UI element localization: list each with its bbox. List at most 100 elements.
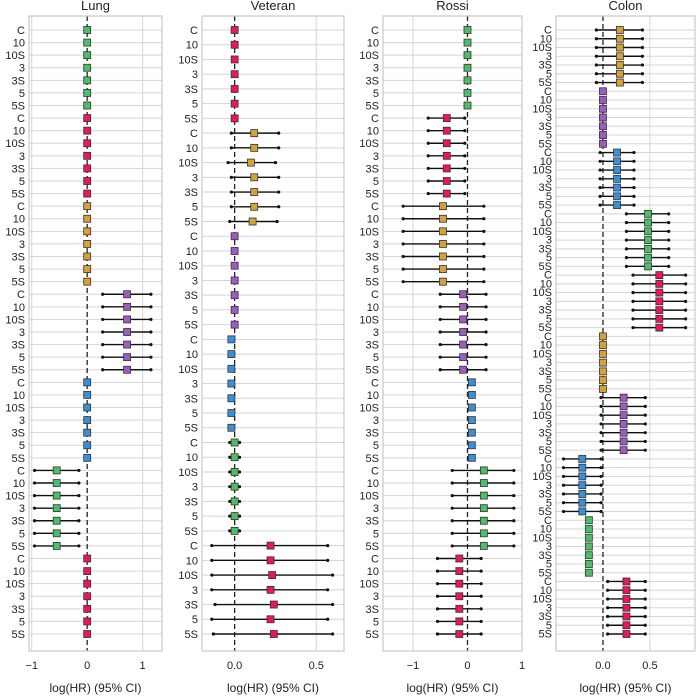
ci-cap-lower	[226, 160, 230, 165]
ci-cap-lower	[561, 492, 566, 496]
ci-cap-upper	[512, 481, 516, 485]
ci-cap-upper	[684, 308, 688, 312]
ci-cap-upper	[277, 146, 281, 150]
estimate-marker	[455, 630, 464, 638]
row-label: 3	[546, 541, 552, 553]
estimate-marker	[123, 290, 131, 299]
ci-cap-upper	[149, 368, 153, 372]
row-label: C	[544, 147, 552, 159]
estimate-marker	[83, 403, 92, 412]
ci-cap-lower	[624, 238, 629, 242]
ci-cap-upper	[277, 190, 281, 194]
ci-cap-lower	[599, 448, 603, 452]
row-label: 5	[546, 68, 552, 80]
estimate-marker	[230, 512, 239, 521]
row-label: C	[544, 392, 552, 404]
estimate-marker	[52, 529, 61, 538]
panel-frame	[28, 15, 163, 652]
estimate-marker	[230, 438, 239, 447]
row-label: 10S	[359, 402, 379, 414]
ci-cap-lower	[598, 203, 602, 207]
row-label: 10S	[5, 579, 25, 591]
estimate-marker	[599, 96, 607, 104]
ci-cap-upper	[599, 492, 603, 496]
estimate-marker	[619, 428, 628, 437]
ci-cap-lower	[598, 177, 602, 181]
ci-cap-upper	[643, 431, 647, 435]
row-label: 5S	[185, 113, 198, 125]
estimate-marker	[599, 332, 607, 341]
estimate-marker	[655, 288, 664, 297]
estimate-marker	[459, 365, 468, 374]
row-label: 3	[546, 296, 552, 308]
row-label: C	[17, 289, 25, 301]
ci-cap-upper	[149, 317, 153, 322]
ci-cap-upper	[632, 185, 636, 190]
row-label: 3S	[12, 604, 25, 616]
ci-cap-lower	[606, 632, 610, 636]
estimate-marker	[439, 227, 447, 236]
row-label: C	[190, 231, 198, 243]
estimate-marker	[463, 51, 472, 60]
ci-cap-lower	[624, 229, 629, 233]
row-label: 3	[192, 172, 198, 184]
estimate-marker	[439, 265, 447, 273]
estimate-marker	[584, 551, 593, 560]
estimate-marker	[615, 43, 624, 52]
ci-cap-upper	[326, 558, 330, 562]
estimate-marker	[578, 481, 587, 490]
ci-cap-upper	[684, 326, 688, 330]
estimate-marker	[83, 579, 92, 588]
estimate-marker	[599, 122, 607, 131]
ci-cap-upper	[149, 305, 153, 309]
x-tick-label: −1	[407, 660, 420, 672]
row-label: 3S	[366, 251, 379, 263]
estimate-marker	[230, 526, 239, 535]
estimate-marker	[467, 453, 476, 462]
row-label: C	[544, 208, 552, 220]
row-label: 3S	[366, 516, 379, 528]
row-label: 5	[546, 620, 552, 632]
estimate-marker	[266, 556, 275, 565]
ci-cap-upper	[77, 519, 81, 523]
row-label: 10	[367, 390, 379, 402]
row-label: 3S	[539, 305, 552, 317]
ci-cap-upper	[326, 588, 330, 592]
row-label: 3S	[539, 243, 552, 255]
ci-cap-lower	[631, 326, 635, 330]
estimate-marker	[123, 340, 131, 349]
row-label: 5S	[366, 365, 379, 377]
ci-cap-upper	[599, 466, 603, 470]
ci-cap-upper	[667, 238, 671, 242]
ci-cap-upper	[237, 529, 242, 533]
estimate-marker	[467, 428, 476, 437]
ci-cap-upper	[463, 141, 467, 145]
ci-cap-lower	[438, 317, 442, 322]
estimate-marker	[250, 188, 259, 196]
estimate-marker	[584, 542, 593, 551]
ci-cap-lower	[435, 556, 440, 561]
estimate-marker	[619, 437, 628, 446]
estimate-marker	[83, 38, 92, 47]
x-tick-label: 1	[519, 660, 525, 672]
ci-cap-upper	[330, 632, 335, 636]
estimate-marker	[615, 61, 624, 69]
row-label: 5S	[366, 541, 379, 553]
estimate-marker	[655, 306, 664, 315]
ci-cap-lower	[435, 594, 440, 598]
ci-cap-lower	[606, 579, 610, 584]
estimate-marker	[599, 104, 607, 113]
row-label: 5S	[185, 629, 198, 641]
estimate-marker	[83, 378, 92, 387]
ci-cap-upper	[237, 470, 242, 474]
row-label: 10	[13, 38, 25, 50]
row-label: 10	[540, 156, 552, 168]
row-label: 3	[192, 379, 198, 391]
row-label: C	[544, 86, 552, 98]
row-label: 3S	[185, 84, 198, 96]
ci-cap-upper	[512, 544, 516, 548]
estimate-marker	[599, 376, 607, 385]
ci-cap-lower	[594, 28, 598, 32]
row-label: 5S	[539, 77, 552, 89]
estimate-marker	[83, 428, 92, 437]
